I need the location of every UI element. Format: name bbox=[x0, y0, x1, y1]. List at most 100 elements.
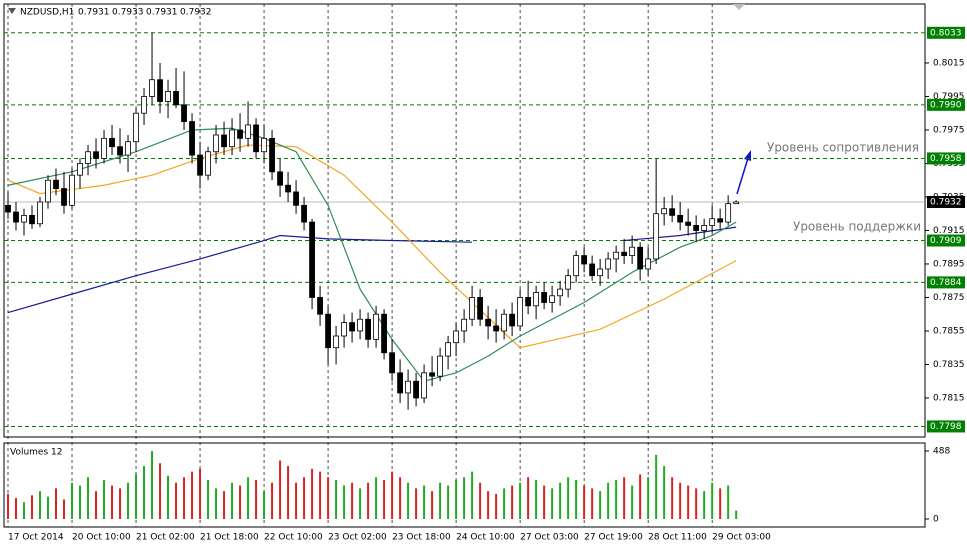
level-label-box bbox=[927, 234, 965, 247]
candle-body bbox=[229, 129, 235, 148]
volume-frame bbox=[3, 442, 926, 528]
moving-average bbox=[7, 127, 737, 382]
candle-body bbox=[493, 325, 500, 332]
x-tick-label: 29 Oct 03:00 bbox=[712, 533, 771, 543]
candle-body bbox=[669, 208, 676, 216]
level-label: 0.7958 bbox=[930, 154, 962, 164]
annotation: Уровень сопротивления bbox=[767, 141, 919, 155]
candle-body bbox=[45, 179, 51, 203]
level-label: 0.7909 bbox=[930, 236, 962, 246]
candle-body bbox=[189, 121, 195, 156]
candle-body bbox=[133, 112, 139, 143]
candle-body bbox=[485, 318, 492, 327]
candle-body bbox=[381, 313, 387, 354]
candle-body bbox=[501, 313, 508, 332]
candle-body bbox=[261, 137, 267, 153]
candle-body bbox=[173, 91, 179, 106]
candle-body bbox=[605, 258, 612, 270]
level-label: 0.7798 bbox=[930, 422, 962, 432]
candle-body bbox=[117, 146, 123, 156]
candle-body bbox=[693, 225, 700, 231]
candle-body bbox=[205, 151, 211, 176]
candle-body bbox=[725, 203, 732, 223]
ohlc-close: 0.7932 bbox=[180, 8, 212, 18]
candle-body bbox=[197, 154, 203, 176]
x-tick-label: 21 Oct 18:00 bbox=[200, 533, 259, 543]
moving-average bbox=[7, 144, 737, 349]
candle-body bbox=[181, 104, 187, 122]
candle-body bbox=[341, 322, 347, 337]
y-tick-label: 0.8015 bbox=[933, 58, 965, 68]
y-tick-label: 0.7875 bbox=[933, 293, 965, 303]
volume-title: Volumes 12 bbox=[10, 448, 62, 458]
candle-body bbox=[477, 297, 484, 320]
y-tick-label: 0.7835 bbox=[933, 360, 965, 370]
candle-body bbox=[5, 204, 11, 213]
volume-tick-label: 0 bbox=[933, 515, 939, 525]
level-label: 0.8033 bbox=[930, 28, 962, 38]
candle-body bbox=[509, 313, 516, 327]
candle-body bbox=[325, 313, 331, 349]
candle-body bbox=[653, 213, 660, 260]
candle-body bbox=[461, 318, 467, 332]
candle-body bbox=[733, 201, 740, 205]
candle-body bbox=[245, 124, 251, 139]
candle-body bbox=[157, 79, 163, 102]
candle-body bbox=[85, 151, 91, 164]
level-label: 0.7884 bbox=[930, 278, 962, 288]
price-frame bbox=[3, 3, 926, 438]
candle-body bbox=[269, 137, 275, 173]
candle-body bbox=[21, 214, 27, 223]
candle-body bbox=[677, 214, 684, 223]
candle-body bbox=[533, 292, 540, 307]
candle-body bbox=[549, 295, 556, 303]
y-tick-label: 0.7815 bbox=[933, 393, 965, 403]
candle-body bbox=[613, 251, 620, 260]
y-tick-label: 0.7895 bbox=[933, 259, 965, 269]
candle-body bbox=[597, 268, 604, 277]
candle-body bbox=[581, 255, 588, 265]
candle-body bbox=[469, 297, 476, 320]
y-tick-label: 0.7855 bbox=[933, 326, 965, 336]
y-tick-label: 0.7975 bbox=[933, 125, 965, 135]
candle-body bbox=[421, 372, 427, 399]
moving-average bbox=[7, 226, 737, 314]
candle-body bbox=[589, 263, 596, 277]
candle-body bbox=[541, 292, 548, 303]
ohlc-low: 0.7931 bbox=[146, 8, 178, 18]
level-label-box bbox=[927, 26, 965, 39]
candle-body bbox=[149, 79, 155, 97]
x-tick-label: 20 Oct 10:00 bbox=[72, 533, 131, 543]
x-tick-label: 23 Oct 18:00 bbox=[392, 533, 451, 543]
candle-body bbox=[405, 380, 411, 394]
candle-body bbox=[453, 330, 459, 344]
x-tick-label: 22 Oct 10:00 bbox=[264, 533, 323, 543]
candle-body bbox=[373, 313, 379, 340]
symbol: NZDUSD,H1 bbox=[20, 8, 74, 18]
candle-body bbox=[517, 297, 524, 327]
candle-body bbox=[389, 352, 395, 374]
candle-body bbox=[365, 318, 371, 340]
candle-body bbox=[61, 188, 67, 206]
y-tick-label: 0.7915 bbox=[933, 226, 965, 236]
candle-body bbox=[213, 134, 219, 153]
annotation: Уровень поддержки bbox=[793, 220, 921, 234]
candle-body bbox=[437, 355, 443, 377]
arrow-line bbox=[736, 157, 749, 195]
ohlc-open: 0.7931 bbox=[78, 8, 110, 18]
x-tick-label: 27 Oct 03:00 bbox=[520, 533, 579, 543]
symbol-icon bbox=[8, 8, 16, 14]
candle-body bbox=[141, 96, 147, 114]
candle-body bbox=[93, 151, 99, 159]
candle-body bbox=[637, 246, 644, 270]
candle-body bbox=[429, 372, 435, 377]
candle-body bbox=[237, 129, 243, 139]
candle-body bbox=[333, 335, 339, 349]
candle-body bbox=[309, 221, 315, 298]
x-tick-label: 23 Oct 02:00 bbox=[328, 533, 387, 543]
candle-body bbox=[301, 204, 307, 223]
candle-body bbox=[37, 201, 43, 225]
candle-body bbox=[277, 171, 283, 186]
candle-body bbox=[101, 137, 107, 159]
